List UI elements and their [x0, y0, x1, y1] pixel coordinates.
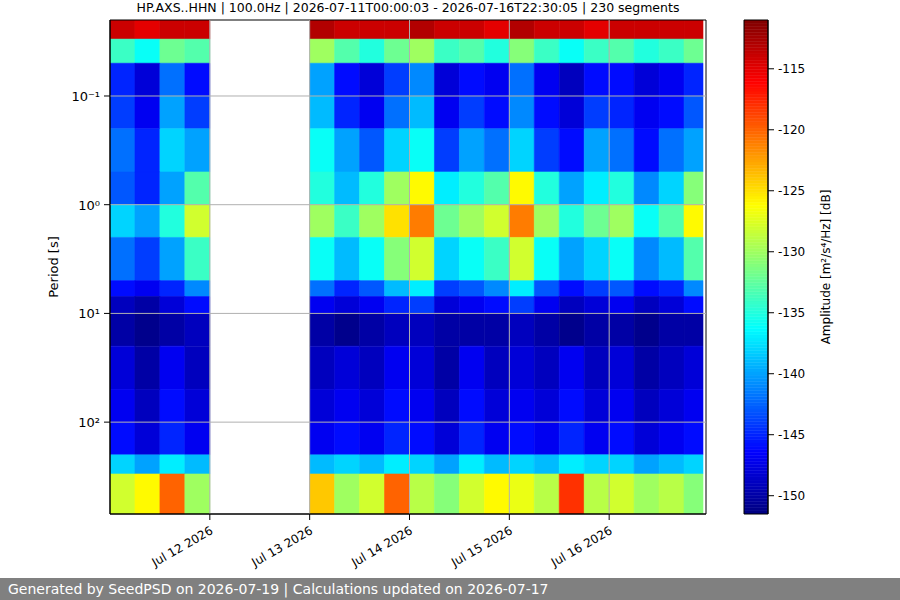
svg-text:-140: -140	[778, 367, 805, 381]
svg-text:Jul 13 2026: Jul 13 2026	[248, 523, 315, 570]
svg-text:10⁰: 10⁰	[78, 198, 100, 213]
svg-text:Jul 15 2026: Jul 15 2026	[448, 523, 515, 570]
svg-text:10¹: 10¹	[78, 306, 100, 321]
svg-text:Jul 16 2026: Jul 16 2026	[548, 523, 615, 570]
svg-text:Period [s]: Period [s]	[46, 236, 61, 298]
svg-text:-150: -150	[778, 489, 805, 503]
svg-text:-115: -115	[778, 62, 805, 76]
svg-text:Amplitude [m²/s⁴/Hz] [dB]: Amplitude [m²/s⁴/Hz] [dB]	[819, 190, 833, 345]
svg-text:10⁻¹: 10⁻¹	[71, 89, 100, 104]
svg-text:-120: -120	[778, 123, 805, 137]
svg-text:-130: -130	[778, 245, 805, 259]
svg-text:Jul 14 2026: Jul 14 2026	[348, 523, 415, 570]
svg-text:10²: 10²	[78, 415, 100, 430]
svg-text:-125: -125	[778, 184, 805, 198]
svg-text:-145: -145	[778, 428, 805, 442]
html-text:HP.AXS..HHN | 100.0Hz | 2026-0: HP.AXS..HHN | 100.0Hz | 2026-07-11T00:00…	[136, 0, 680, 15]
html-text:Generated by SeedPSD on 2026-0: Generated by SeedPSD on 2026-07-19 | Cal…	[8, 581, 549, 597]
svg-text:Jul 12 2026: Jul 12 2026	[149, 523, 216, 570]
svg-text:-135: -135	[778, 306, 805, 320]
